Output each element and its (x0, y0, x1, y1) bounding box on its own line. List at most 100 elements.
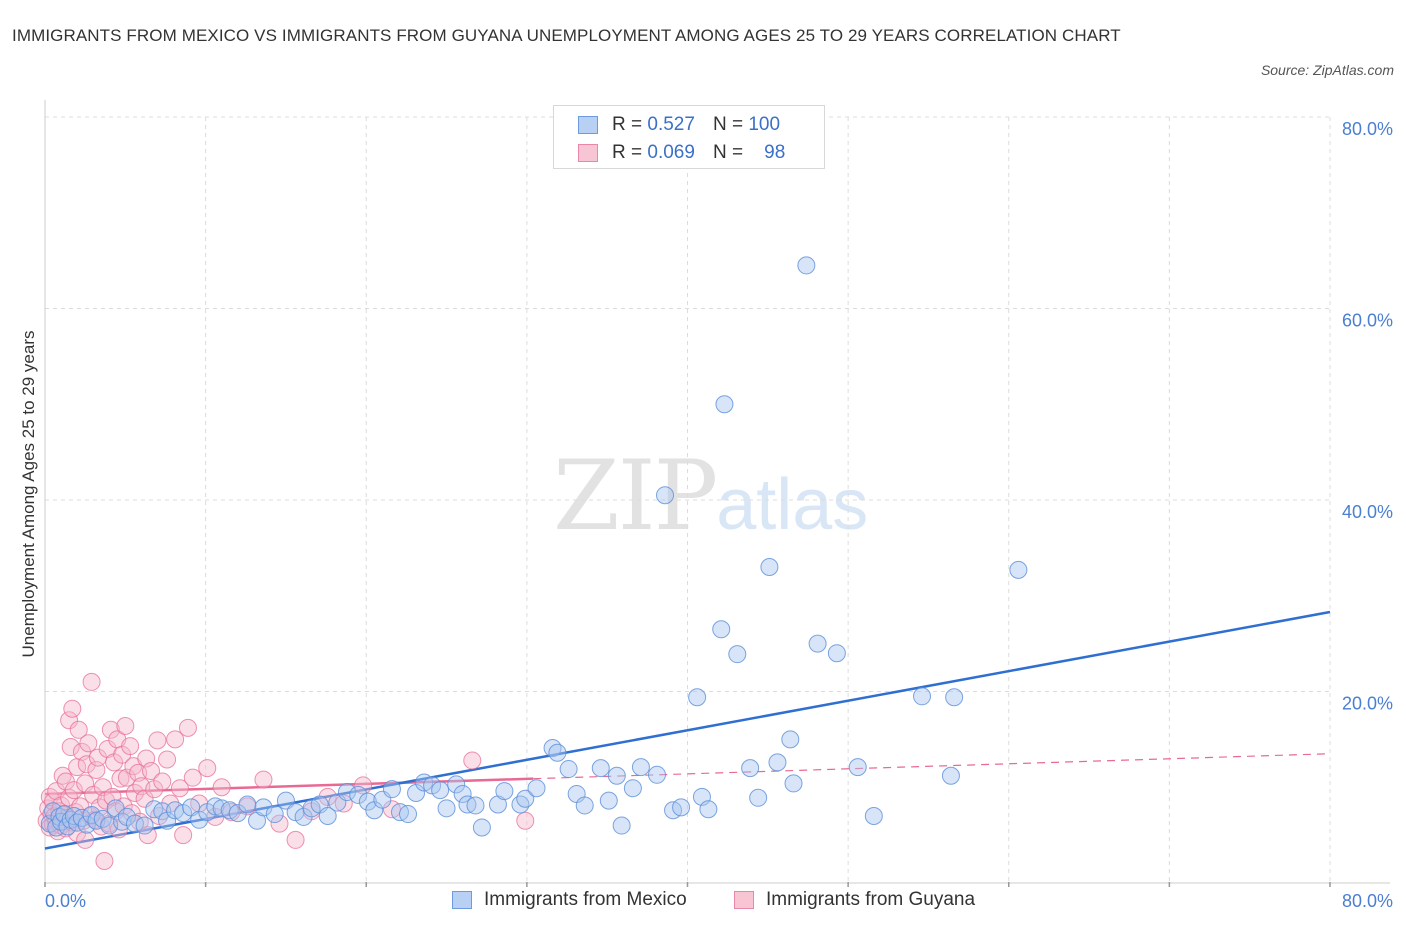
y-tick-label: 80.0% (1342, 119, 1393, 139)
mexico-point (447, 775, 466, 794)
mexico-point (699, 800, 718, 819)
guyana-point (93, 778, 112, 797)
legend-row-mexico: R = 0.527 N = 100 (578, 113, 780, 137)
guyana-point (354, 776, 373, 795)
legend-mexico-label: Immigrants from Mexico (484, 889, 687, 910)
mexico-point (864, 806, 883, 825)
mexico-point (781, 730, 800, 749)
y-tick-label: 20.0% (1342, 694, 1393, 714)
guyana-point (334, 794, 353, 813)
mexico-point (437, 799, 456, 818)
guyana-point (79, 734, 98, 753)
guyana-point (270, 814, 289, 833)
mexico-point (82, 806, 101, 825)
guyana-point (183, 768, 202, 787)
guyana-point (101, 720, 120, 739)
guyana-point (148, 731, 167, 750)
mexico-point (623, 779, 642, 798)
watermark-zip: ZIP (553, 440, 718, 552)
guyana-n-label: N = (712, 142, 744, 163)
guyana-point (117, 768, 136, 787)
mexico-point (591, 759, 610, 778)
mexico-point (472, 818, 491, 837)
x-tick-label: 0.0% (45, 891, 86, 911)
y-axis-title: Unemployment Among Ages 25 to 29 years (19, 331, 38, 658)
mexico-point (135, 816, 154, 835)
mexico-point (543, 738, 562, 757)
mexico-point (647, 765, 666, 784)
mexico-point (913, 687, 932, 706)
legend-guyana-swatch (734, 891, 754, 909)
guyana-point (61, 738, 80, 757)
mexico-point (749, 788, 768, 807)
mexico-point (941, 766, 960, 785)
mexico-point (516, 789, 535, 808)
guyana-point (142, 761, 161, 780)
guyana-point (212, 778, 231, 797)
guyana-point (60, 711, 79, 730)
guyana-r-value: 0.069 (647, 142, 695, 163)
legend-item-guyana[interactable]: Immigrants from Guyana (734, 889, 975, 911)
guyana-point (64, 781, 83, 800)
mexico-point (607, 766, 626, 785)
guyana-point (95, 851, 114, 870)
mexico-point (153, 802, 172, 821)
guyana-point (166, 730, 185, 749)
guyana-point (254, 770, 273, 789)
mexico-point (631, 758, 650, 777)
mexico-point (599, 791, 618, 810)
guyana-point (178, 718, 197, 737)
guyana-point (77, 755, 96, 774)
guyana-point (76, 830, 95, 849)
guyana-point (463, 751, 482, 770)
mexico-point (712, 620, 731, 639)
watermark-atlas: atlas (716, 465, 869, 545)
guyana-point (69, 720, 88, 739)
legend-item-mexico[interactable]: Immigrants from Mexico (452, 889, 687, 911)
mexico-point (827, 644, 846, 663)
y-tick-label: 40.0% (1342, 502, 1393, 522)
mexico-point (276, 791, 295, 810)
guyana-point (174, 826, 193, 845)
guyana-point (138, 826, 157, 845)
legend-mexico-swatch (452, 891, 472, 909)
mexico-n-value: 100 (748, 114, 781, 135)
guyana-point (198, 759, 217, 778)
mexico-point (495, 782, 514, 801)
mexico-point (688, 688, 707, 707)
mexico-point (206, 797, 225, 816)
guyana-point (170, 779, 189, 798)
mexico-point (93, 809, 112, 828)
guyana-point (116, 716, 135, 735)
mexico-point (656, 486, 675, 505)
mexico-point (797, 256, 816, 275)
mexico-point (337, 783, 356, 802)
guyana-point (158, 750, 177, 769)
guyana-n-value: 98 (764, 142, 786, 163)
mexico-points (40, 256, 1028, 837)
mexico-point (672, 798, 691, 817)
grid-lines (45, 116, 1331, 883)
chart-title: IMMIGRANTS FROM MEXICO VS IMMIGRANTS FRO… (12, 26, 1121, 45)
mexico-point (768, 753, 787, 772)
mexico-point (559, 760, 578, 779)
mexico-point (318, 806, 337, 825)
source-label: Source: ZipAtlas.com (1260, 62, 1394, 78)
legend-row-guyana: R = 0.069 N = 98 (578, 141, 785, 165)
mexico-point (511, 795, 530, 814)
mexico-point (453, 784, 472, 803)
guyana-point (82, 672, 101, 691)
mexico-r-label: R = (612, 114, 643, 135)
guyana-r-label: R = (612, 142, 643, 163)
mexico-point (741, 759, 760, 778)
mexico-point (808, 634, 827, 653)
guyana-point (516, 811, 535, 830)
x-tick-label: 80.0% (1342, 891, 1393, 911)
guyana-point (286, 830, 305, 849)
mexico-swatch (578, 116, 598, 134)
series-legend: Immigrants from Mexico Immigrants from G… (0, 889, 1406, 915)
mexico-point (77, 815, 96, 834)
guyana-point (121, 737, 140, 756)
mexico-point (728, 645, 747, 664)
mexico-point (254, 798, 273, 817)
